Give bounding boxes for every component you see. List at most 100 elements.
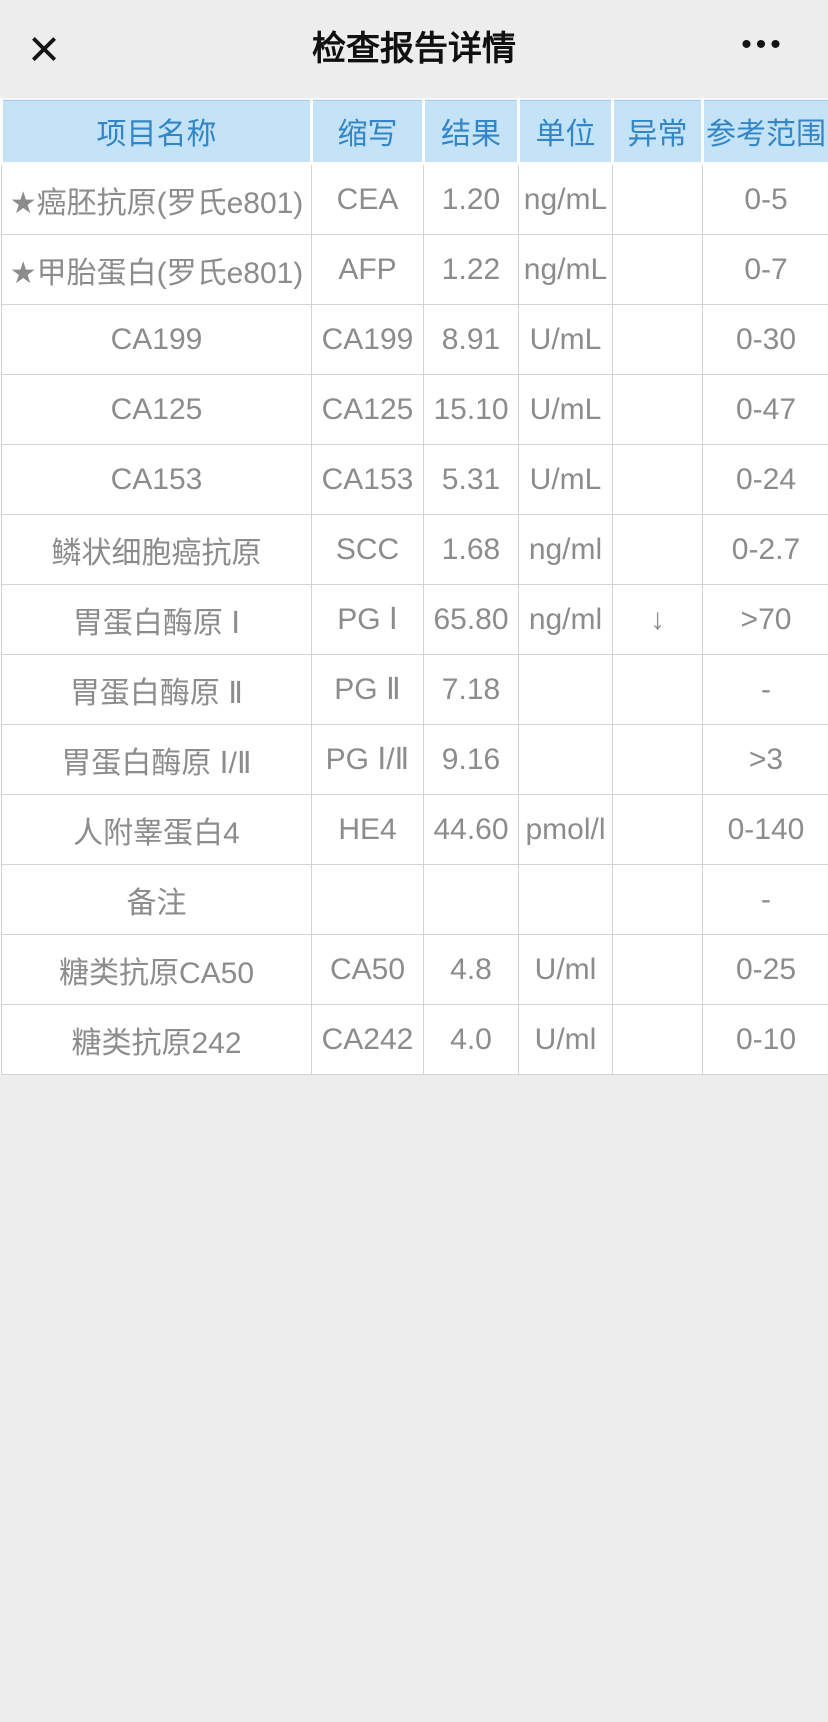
cell-abnormal-flag [612, 514, 703, 585]
report-table: 项目名称 缩写 结果 单位 异常 参考范围 ★癌胚抗原(罗氏e801) CEA … [0, 98, 828, 1075]
table-row: ★癌胚抗原(罗氏e801) CEA 1.20 ng/mL 0-5 [1, 163, 828, 235]
cell-result: 65.80 [423, 584, 519, 655]
cell-item-name: CA199 [1, 304, 312, 375]
cell-item-name: 糖类抗原CA50 [1, 934, 312, 1005]
cell-reference-range: 0-30 [702, 304, 828, 375]
table-row: 胃蛋白酶原 Ⅱ PG Ⅱ 7.18 - [1, 654, 828, 725]
cell-result: 1.68 [423, 514, 519, 585]
cell-abnormal-flag [612, 234, 703, 305]
cell-reference-range: 0-5 [702, 163, 828, 235]
cell-result: 9.16 [423, 724, 519, 795]
cell-item-name: 人附睾蛋白4 [1, 794, 312, 865]
cell-abbreviation: HE4 [311, 794, 424, 865]
cell-abbreviation: PG Ⅱ [311, 654, 424, 725]
cell-unit: ng/ml [518, 514, 613, 585]
cell-unit: ng/mL [518, 234, 613, 305]
cell-abnormal-flag: ↓ [612, 584, 703, 655]
cell-item-name: 胃蛋白酶原 Ⅰ [1, 584, 312, 655]
cell-abnormal-flag [612, 163, 703, 235]
table-row: 备注 - [1, 864, 828, 935]
cell-item-name: 备注 [1, 864, 312, 935]
table-row: 胃蛋白酶原 Ⅰ PG Ⅰ 65.80 ng/ml ↓ >70 [1, 584, 828, 655]
table-row: 人附睾蛋白4 HE4 44.60 pmol/l 0-140 [1, 794, 828, 865]
cell-result: 4.0 [423, 1004, 519, 1075]
table-row: 鳞状细胞癌抗原 SCC 1.68 ng/ml 0-2.7 [1, 514, 828, 585]
cell-abbreviation: CEA [311, 163, 424, 235]
cell-reference-range: 0-7 [702, 234, 828, 305]
col-header-item-name: 项目名称 [0, 98, 313, 165]
cell-reference-range: >70 [702, 584, 828, 655]
cell-item-name: CA153 [1, 444, 312, 515]
cell-reference-range: 0-25 [702, 934, 828, 1005]
table-row: CA199 CA199 8.91 U/mL 0-30 [1, 304, 828, 375]
cell-unit: U/mL [518, 374, 613, 445]
navbar: × 检查报告详情 ••• [0, 0, 828, 98]
col-header-unit: 单位 [517, 98, 614, 165]
cell-abbreviation: SCC [311, 514, 424, 585]
cell-item-name: 糖类抗原242 [1, 1004, 312, 1075]
cell-abnormal-flag [612, 444, 703, 515]
cell-item-name: 胃蛋白酶原 Ⅱ [1, 654, 312, 725]
cell-item-name: 鳞状细胞癌抗原 [1, 514, 312, 585]
cell-reference-range: - [702, 864, 828, 935]
cell-result: 44.60 [423, 794, 519, 865]
cell-abbreviation: CA242 [311, 1004, 424, 1075]
cell-unit: U/mL [518, 444, 613, 515]
more-menu-button[interactable]: ••• [728, 0, 798, 98]
cell-abbreviation [311, 864, 424, 935]
cell-abnormal-flag [612, 654, 703, 725]
table-row: 糖类抗原242 CA242 4.0 U/ml 0-10 [1, 1004, 828, 1075]
col-header-abbreviation: 缩写 [310, 98, 425, 165]
cell-item-name: ★癌胚抗原(罗氏e801) [1, 163, 312, 235]
cell-item-name: CA125 [1, 374, 312, 445]
table-row: CA125 CA125 15.10 U/mL 0-47 [1, 374, 828, 445]
table-row: CA153 CA153 5.31 U/mL 0-24 [1, 444, 828, 515]
close-icon: × [28, 19, 60, 79]
col-header-reference-range: 参考范围 [701, 98, 828, 165]
cell-abnormal-flag [612, 864, 703, 935]
cell-unit [518, 724, 613, 795]
cell-unit [518, 654, 613, 725]
cell-result: 1.22 [423, 234, 519, 305]
cell-unit: ng/mL [518, 163, 613, 235]
cell-result: 7.18 [423, 654, 519, 725]
cell-result: 1.20 [423, 163, 519, 235]
cell-abbreviation: PG Ⅰ [311, 584, 424, 655]
col-header-result: 结果 [422, 98, 520, 165]
cell-unit: U/mL [518, 304, 613, 375]
ellipsis-icon: ••• [741, 28, 785, 61]
table-header-row: 项目名称 缩写 结果 单位 异常 参考范围 [0, 98, 828, 165]
page-title: 检查报告详情 [312, 30, 516, 68]
cell-result: 5.31 [423, 444, 519, 515]
report-table-body: ★癌胚抗原(罗氏e801) CEA 1.20 ng/mL 0-5 ★甲胎蛋白(罗… [1, 163, 828, 1075]
cell-item-name: 胃蛋白酶原 Ⅰ/Ⅱ [1, 724, 312, 795]
cell-abnormal-flag [612, 794, 703, 865]
cell-reference-range: >3 [702, 724, 828, 795]
cell-abnormal-flag [612, 1004, 703, 1075]
cell-result [423, 864, 519, 935]
close-button[interactable]: × [14, 0, 74, 98]
cell-reference-range: 0-140 [702, 794, 828, 865]
cell-reference-range: 0-2.7 [702, 514, 828, 585]
cell-unit: pmol/l [518, 794, 613, 865]
cell-reference-range: 0-24 [702, 444, 828, 515]
cell-result: 15.10 [423, 374, 519, 445]
cell-abbreviation: AFP [311, 234, 424, 305]
cell-abbreviation: CA199 [311, 304, 424, 375]
cell-abbreviation: CA50 [311, 934, 424, 1005]
col-header-abnormal: 异常 [611, 98, 704, 165]
cell-result: 8.91 [423, 304, 519, 375]
table-row: 胃蛋白酶原 Ⅰ/Ⅱ PG Ⅰ/Ⅱ 9.16 >3 [1, 724, 828, 795]
table-row: 糖类抗原CA50 CA50 4.8 U/ml 0-25 [1, 934, 828, 1005]
cell-unit [518, 864, 613, 935]
cell-item-name: ★甲胎蛋白(罗氏e801) [1, 234, 312, 305]
cell-abbreviation: CA125 [311, 374, 424, 445]
cell-reference-range: - [702, 654, 828, 725]
cell-unit: U/ml [518, 1004, 613, 1075]
cell-result: 4.8 [423, 934, 519, 1005]
cell-reference-range: 0-10 [702, 1004, 828, 1075]
cell-abnormal-flag [612, 374, 703, 445]
cell-unit: ng/ml [518, 584, 613, 655]
cell-abnormal-flag [612, 724, 703, 795]
